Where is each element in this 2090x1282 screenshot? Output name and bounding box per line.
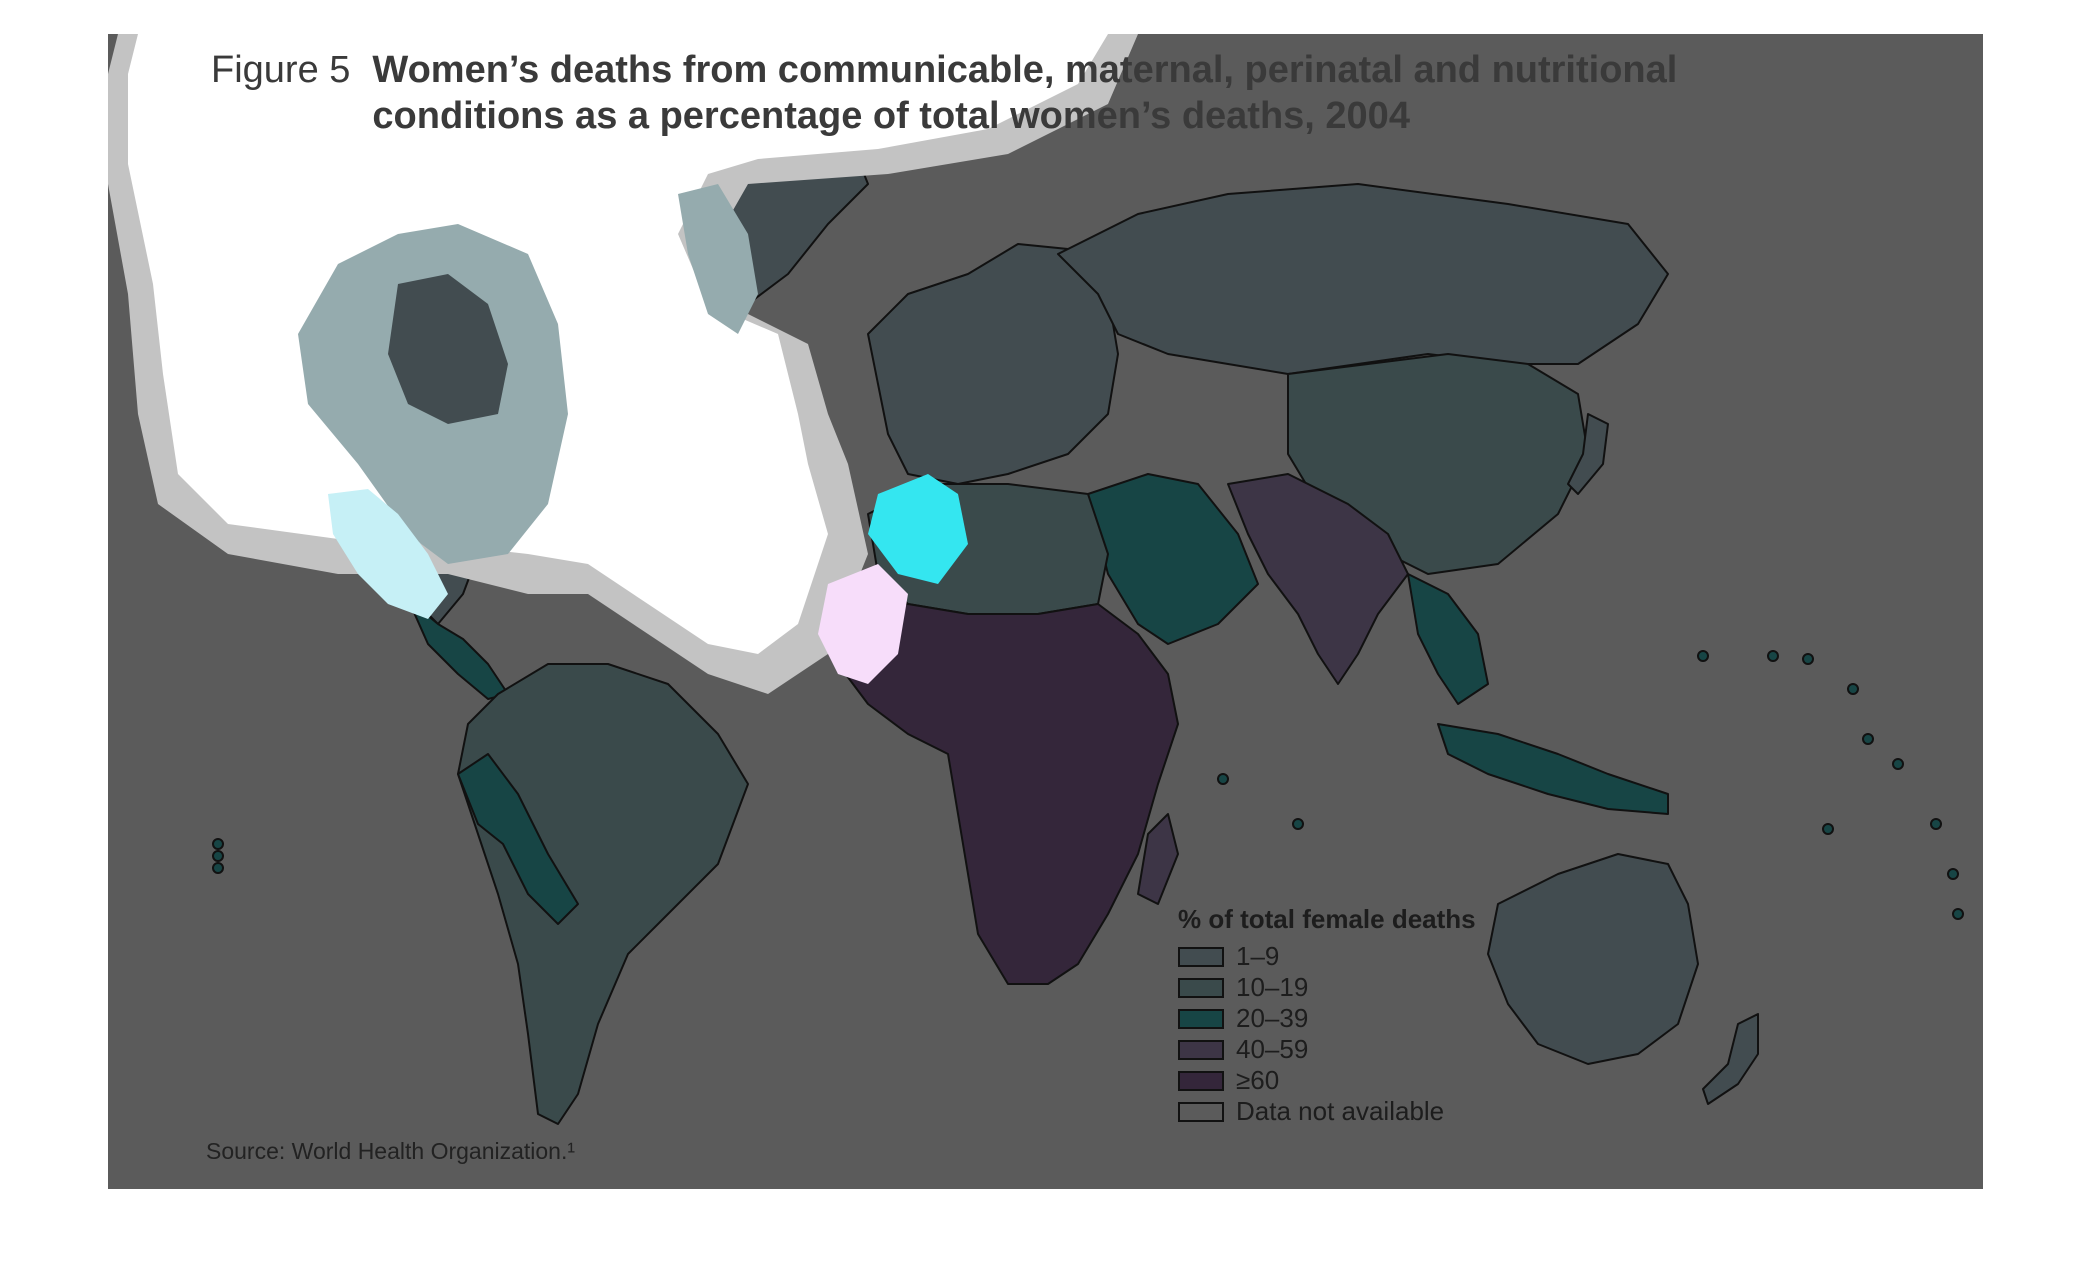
- region-australia: [1487, 853, 1699, 1065]
- island-dot: [1947, 868, 1959, 880]
- island-dot: [1862, 733, 1874, 745]
- legend-label: 10–19: [1236, 972, 1309, 1002]
- overlay-teal-strip: [678, 184, 758, 334]
- legend-swatch: [1178, 1070, 1224, 1091]
- island-dot: [212, 862, 224, 874]
- region-indonesia: [1437, 723, 1669, 815]
- island-dot: [1952, 908, 1964, 920]
- legend-title: % of total female deaths: [1178, 904, 1476, 934]
- figure-title: Women’s deaths from communicable, matern…: [372, 49, 1678, 137]
- region-russia: [1057, 183, 1669, 375]
- region-southeast-asia: [1407, 573, 1489, 705]
- legend-item: 10–19: [1178, 972, 1476, 1003]
- island-dot: [1930, 818, 1942, 830]
- region-madagascar: [1137, 813, 1179, 905]
- island-dot: [212, 850, 224, 862]
- region-middle-east: [1087, 473, 1259, 645]
- legend-swatch: [1178, 946, 1224, 967]
- overlay-light-cyan: [328, 489, 448, 619]
- legend-label: 20–39: [1236, 1003, 1309, 1033]
- island-dot: [1847, 683, 1859, 695]
- legend-swatch: [1178, 1008, 1224, 1029]
- island-dot: [1697, 650, 1709, 662]
- region-andes: [457, 753, 579, 925]
- region-south-asia: [1227, 473, 1409, 685]
- island-dot: [1292, 818, 1304, 830]
- legend-item: ≥60: [1178, 1065, 1476, 1096]
- legend-item: Data not available: [1178, 1096, 1476, 1127]
- region-sub-saharan-africa: [837, 603, 1179, 985]
- island-dot: [212, 838, 224, 850]
- world-map: [108, 34, 1964, 1125]
- source-note: Source: World Health Organization.¹: [206, 1138, 576, 1164]
- overlay-pink: [818, 564, 908, 684]
- overlay-cyan: [868, 474, 968, 584]
- map-legend: % of total female deaths 1–9 10–19 20–39…: [1178, 904, 1476, 1127]
- figure-title-block: Figure 5 Women’s deaths from communicabl…: [211, 47, 1822, 139]
- region-japan: [1567, 413, 1609, 495]
- island-dot: [1217, 773, 1229, 785]
- legend-label: ≥60: [1236, 1065, 1280, 1095]
- legend-swatch: [1178, 1101, 1224, 1122]
- island-dot: [1767, 650, 1779, 662]
- legend-item: 1–9: [1178, 941, 1476, 972]
- legend-label: Data not available: [1236, 1096, 1445, 1126]
- map-figure: Figure 5 Women’s deaths from communicabl…: [108, 34, 1983, 1189]
- island-markers: [212, 650, 1964, 920]
- legend-label: 40–59: [1236, 1034, 1309, 1064]
- legend-item: 20–39: [1178, 1003, 1476, 1034]
- figure-label: Figure 5: [211, 49, 351, 91]
- legend-swatch: [1178, 1039, 1224, 1060]
- highlight-overlays: [108, 34, 1138, 694]
- region-south-america: [457, 663, 749, 1125]
- legend-item: 40–59: [1178, 1034, 1476, 1065]
- overlay-dark-core: [388, 274, 508, 424]
- island-dot: [1802, 653, 1814, 665]
- island-dot: [1822, 823, 1834, 835]
- region-new-zealand: [1702, 1013, 1759, 1105]
- legend-label: 1–9: [1236, 941, 1280, 971]
- island-dot: [1892, 758, 1904, 770]
- region-europe: [867, 243, 1119, 485]
- legend-swatch: [1178, 977, 1224, 998]
